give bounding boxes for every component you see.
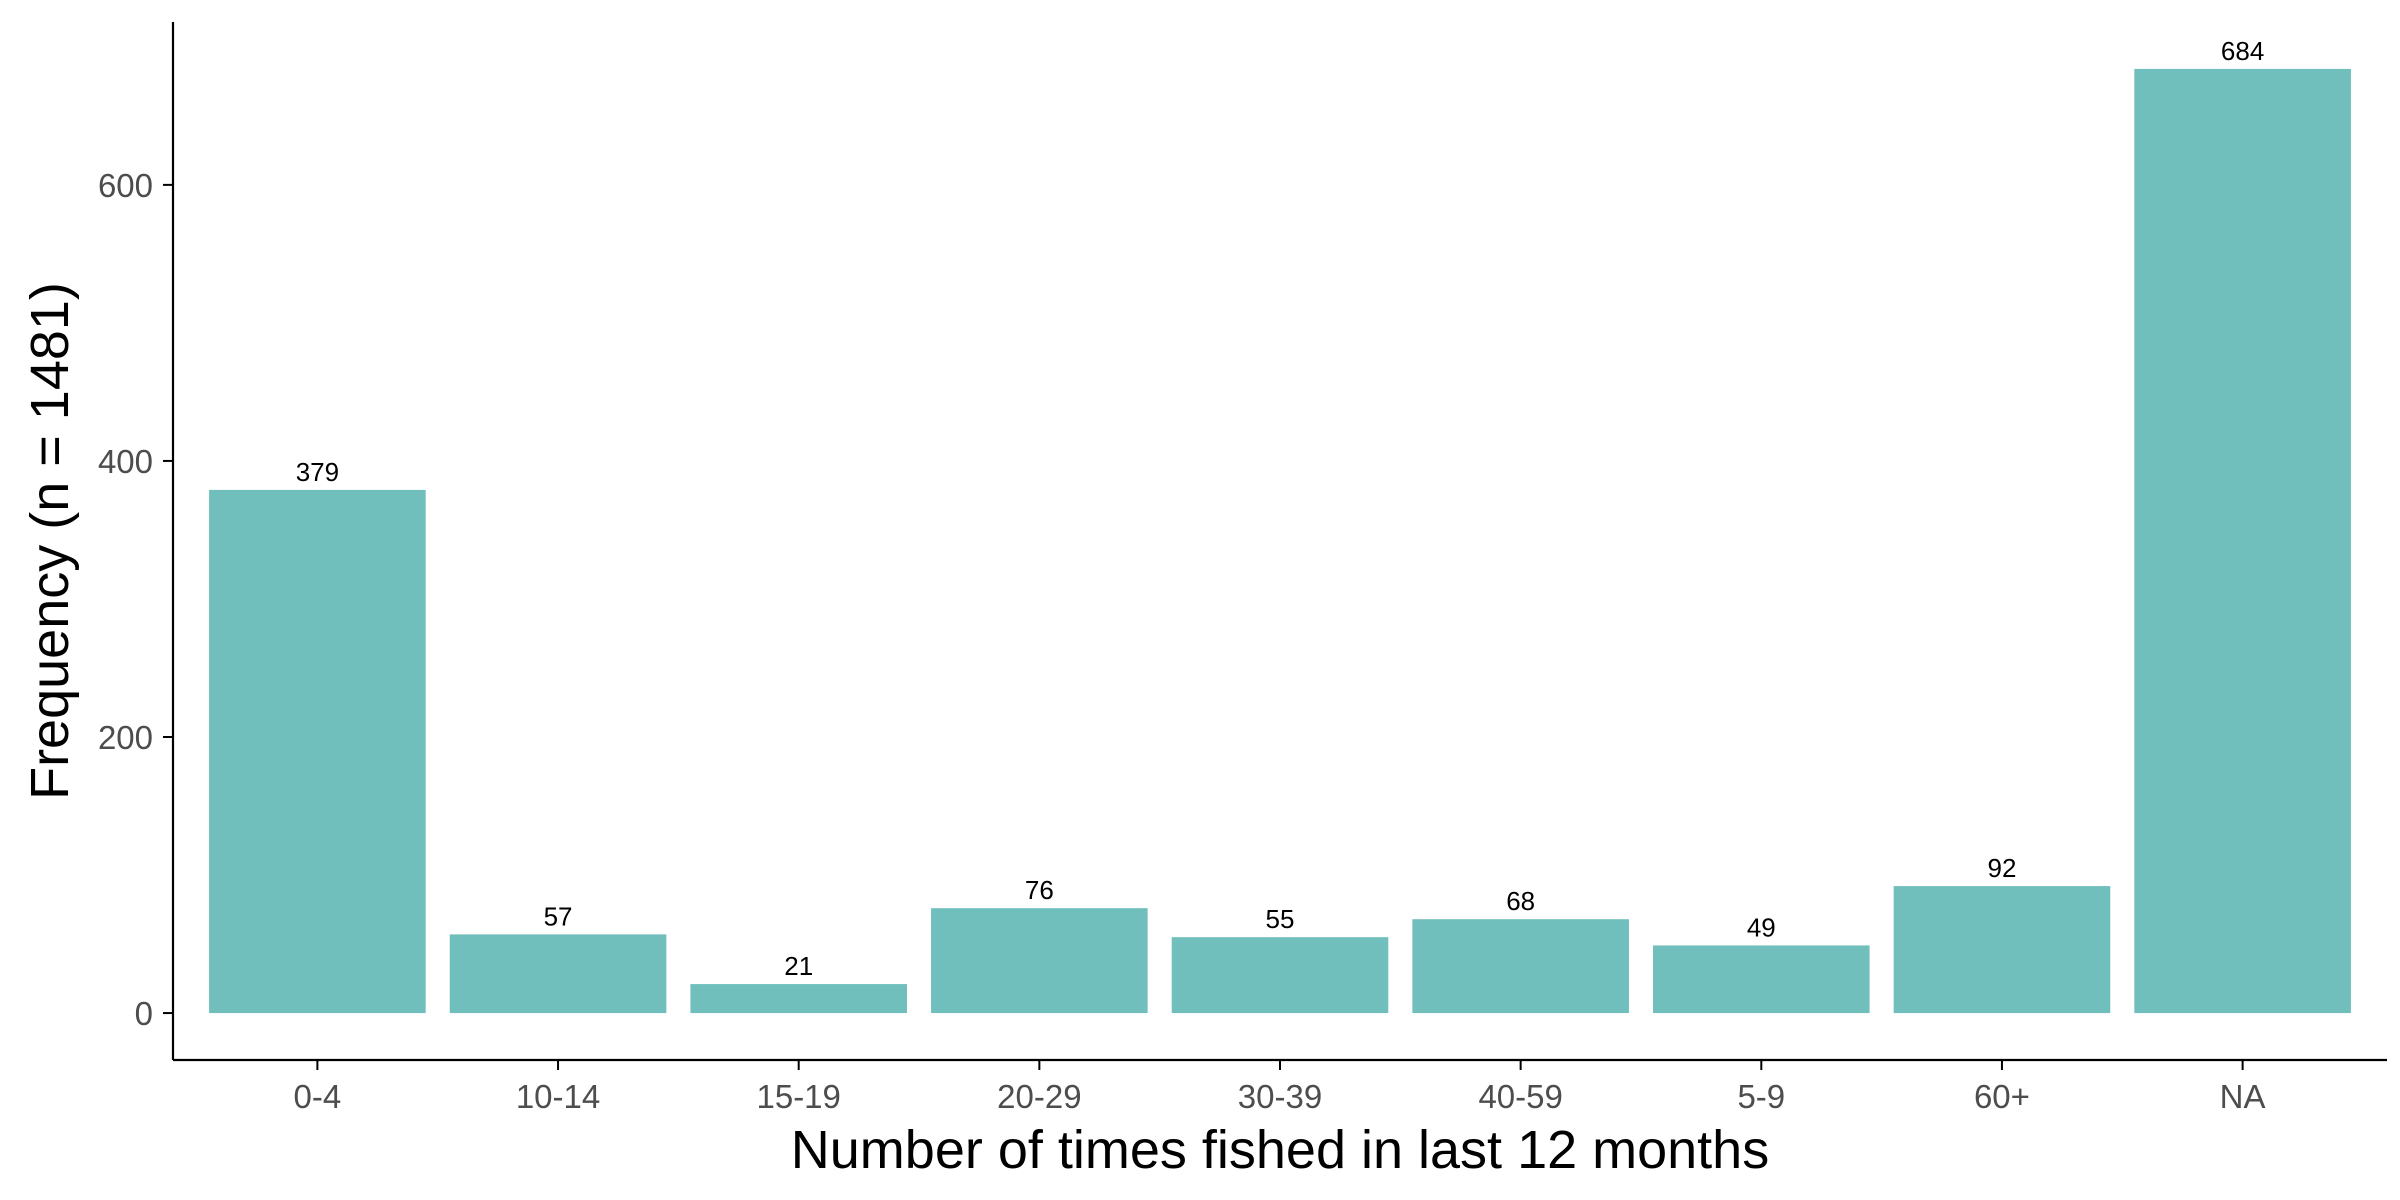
bar-5-9 — [1653, 945, 1870, 1014]
x-tick-label-5-9: 5-9 — [1737, 1078, 1785, 1115]
x-tick-label-NA: NA — [2220, 1078, 2266, 1115]
y-tick-label-200: 200 — [98, 719, 153, 756]
y-ticks-layer: 0 200 400 600 — [98, 167, 173, 1032]
bars-layer — [209, 68, 2351, 1014]
data-label-40-59: 68 — [1506, 886, 1535, 916]
y-tick-label-0: 0 — [135, 995, 153, 1032]
y-axis-title: Frequency (n = 1481) — [20, 282, 80, 800]
bar-15-19 — [690, 984, 907, 1014]
data-label-10-14: 57 — [544, 901, 573, 931]
bar-NA — [2134, 68, 2351, 1014]
x-tick-label-60+: 60+ — [1974, 1078, 2030, 1115]
y-tick-label-600: 600 — [98, 167, 153, 204]
x-ticks-layer: 0-4 10-14 15-19 20-29 30-39 40-59 5-9 60+ NA — [294, 1060, 2266, 1115]
data-label-NA: 684 — [2221, 36, 2264, 66]
data-label-0-4: 379 — [296, 457, 339, 487]
bar-20-29 — [931, 908, 1148, 1014]
bar-10-14 — [449, 934, 667, 1014]
x-tick-label-20-29: 20-29 — [997, 1078, 1081, 1115]
x-tick-label-30-39: 30-39 — [1238, 1078, 1322, 1115]
data-label-60+: 92 — [1987, 853, 2016, 883]
bar-40-59 — [1412, 919, 1629, 1014]
data-labels-layer: 379 57 21 76 55 68 49 92 684 — [296, 36, 2265, 981]
x-tick-label-15-19: 15-19 — [756, 1078, 840, 1115]
data-label-15-19: 21 — [784, 951, 813, 981]
data-label-5-9: 49 — [1747, 912, 1776, 942]
bar-60+ — [1893, 886, 2111, 1014]
x-axis-title: Number of times fished in last 12 months — [791, 1120, 1769, 1180]
bar-30-39 — [1171, 937, 1389, 1014]
bar-0-4 — [209, 489, 426, 1014]
x-tick-label-40-59: 40-59 — [1478, 1078, 1562, 1115]
x-tick-label-0-4: 0-4 — [294, 1078, 342, 1115]
x-tick-label-10-14: 10-14 — [516, 1078, 600, 1115]
data-label-30-39: 55 — [1266, 904, 1295, 934]
y-tick-label-400: 400 — [98, 443, 153, 480]
data-label-20-29: 76 — [1025, 875, 1054, 905]
